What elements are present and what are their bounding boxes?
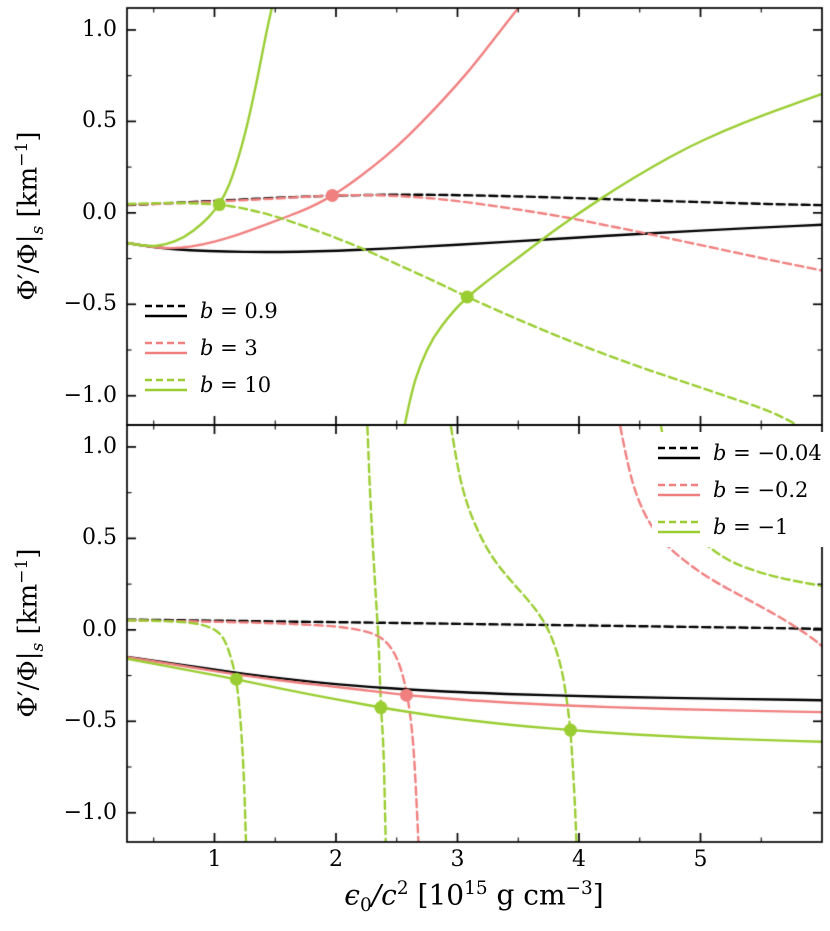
figure: Φ′/Φ|s [km−1] Φ′/Φ|s [km−1] ϵ0/c2 [1015 …: [0, 0, 830, 931]
chart-canvas: [0, 0, 830, 931]
